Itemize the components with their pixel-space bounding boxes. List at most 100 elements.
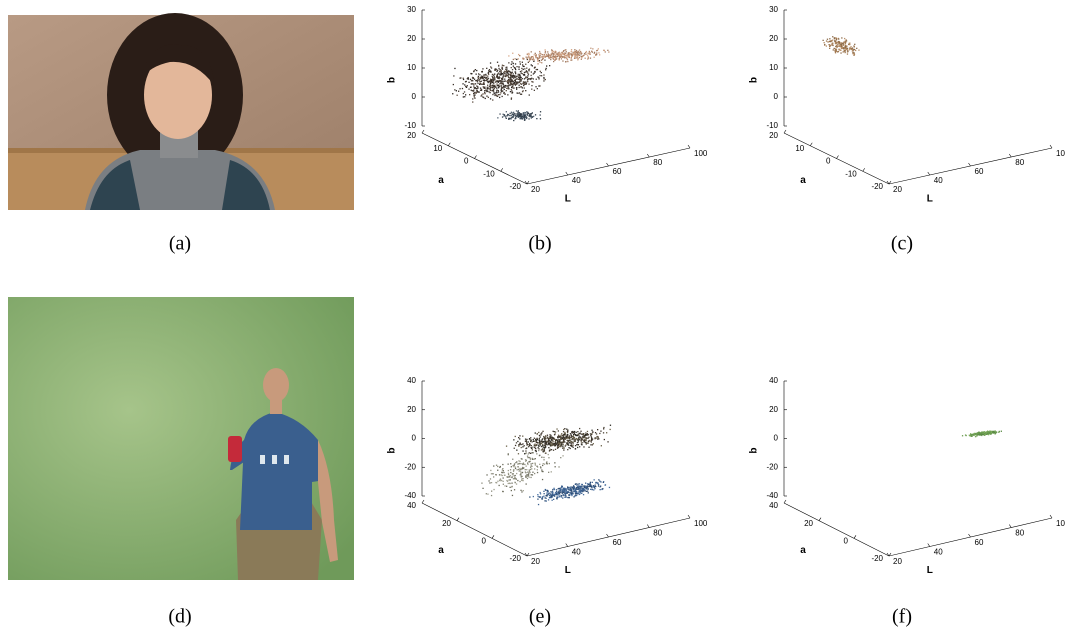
point: [526, 440, 527, 441]
point: [984, 434, 985, 435]
point: [847, 51, 848, 52]
point: [537, 499, 538, 500]
point: [551, 495, 552, 496]
point: [521, 458, 522, 459]
point: [519, 438, 520, 439]
point: [530, 477, 531, 478]
point: [548, 493, 549, 494]
point: [543, 77, 544, 78]
point: [492, 77, 493, 78]
point: [483, 97, 484, 98]
point: [503, 484, 504, 485]
point: [595, 432, 596, 433]
point: [571, 435, 572, 436]
point: [579, 49, 580, 50]
point: [549, 443, 550, 444]
point: [599, 433, 600, 434]
point: [491, 495, 492, 496]
point: [842, 47, 843, 48]
point: [555, 55, 556, 56]
point: [834, 48, 835, 49]
point: [537, 59, 538, 60]
point: [523, 69, 524, 70]
point: [517, 82, 518, 83]
point: [510, 72, 511, 73]
tick-label: -20: [509, 182, 521, 191]
point: [492, 76, 493, 77]
point: [506, 480, 507, 481]
point: [597, 429, 598, 430]
point: [523, 115, 524, 116]
point: [578, 55, 579, 56]
point: [598, 436, 599, 437]
point: [522, 450, 523, 451]
point: [988, 434, 989, 435]
point: [517, 111, 518, 112]
point: [548, 447, 549, 448]
point: [522, 468, 523, 469]
point: [534, 71, 535, 72]
point: [496, 92, 497, 93]
point: [488, 82, 489, 83]
point: [563, 494, 564, 495]
point: [512, 53, 513, 54]
point: [567, 497, 568, 498]
point: [543, 441, 544, 442]
point: [452, 93, 453, 94]
point: [540, 114, 541, 115]
point: [591, 441, 592, 442]
point: [481, 483, 482, 484]
point: [579, 57, 580, 58]
point: [487, 91, 488, 92]
tick-mark: [688, 515, 690, 518]
point: [555, 445, 556, 446]
point: [531, 440, 532, 441]
point: [530, 441, 531, 442]
point: [510, 469, 511, 470]
point: [458, 91, 459, 92]
point: [471, 73, 472, 74]
point: [563, 440, 564, 441]
point: [849, 49, 850, 50]
point: [504, 475, 505, 476]
point: [491, 473, 492, 474]
point: [984, 431, 985, 432]
tick-mark: [422, 500, 424, 503]
point: [545, 438, 546, 439]
point: [493, 85, 494, 86]
point: [567, 493, 568, 494]
point: [514, 113, 515, 114]
point: [508, 473, 509, 474]
point: [583, 433, 584, 434]
point-cloud: [962, 430, 1002, 437]
point: [540, 492, 541, 493]
point: [471, 90, 472, 91]
point: [558, 466, 559, 467]
point: [475, 69, 476, 70]
point: [503, 470, 504, 471]
point: [516, 461, 517, 462]
point: [542, 450, 543, 451]
point: [826, 40, 827, 41]
point: [579, 494, 580, 495]
point: [550, 497, 551, 498]
point: [548, 443, 549, 444]
point: [478, 76, 479, 77]
point: [546, 65, 547, 66]
tick-label: 10: [407, 63, 416, 72]
point: [513, 84, 514, 85]
axis-label: b: [387, 447, 398, 453]
point: [499, 485, 500, 486]
point: [848, 44, 849, 45]
point: [553, 438, 554, 439]
point: [586, 491, 587, 492]
point: [559, 59, 560, 60]
point: [837, 44, 838, 45]
point: [503, 65, 504, 66]
point: [520, 463, 521, 464]
point: [551, 49, 552, 50]
point: [508, 86, 509, 87]
point: [530, 113, 531, 114]
point: [540, 53, 541, 54]
point: [537, 61, 538, 62]
